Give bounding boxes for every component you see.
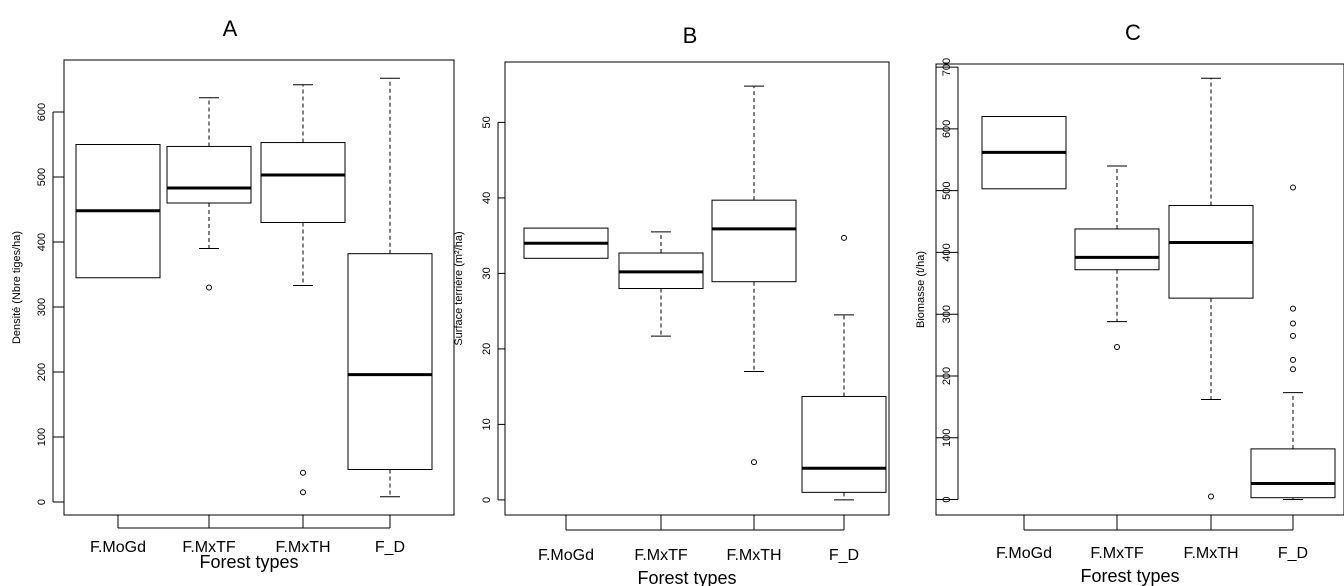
- y-tick-label: 700: [941, 58, 953, 76]
- iqr-box: [1250, 448, 1336, 499]
- y-tick-label: 50: [481, 116, 493, 128]
- x-axis-title: Forest types: [199, 552, 298, 572]
- outlier-point: [841, 234, 847, 241]
- y-tick-label: 0: [941, 496, 953, 502]
- outlier-point: [1290, 320, 1296, 327]
- x-tick-label: F.MoGd: [538, 547, 594, 564]
- y-axis-title: Biomasse (t/ha): [915, 251, 927, 328]
- x-tick-label: F.MoGd: [996, 545, 1052, 562]
- panel-c: C 0 100 200 300 400 500 600 700 Biomasse (t/ha) F.…: [915, 20, 1344, 586]
- box-F.MxTH: [711, 85, 797, 466]
- iqr-box: [711, 199, 797, 283]
- y-tick-label: 10: [481, 418, 493, 430]
- x-tick-label: F.MxTF: [1090, 545, 1144, 562]
- outlier-point: [1290, 356, 1296, 363]
- x-tick-label: F.MxTF: [634, 547, 688, 564]
- x-axis-title: Forest types: [637, 568, 736, 586]
- x-tick-label: F.MoGd: [90, 539, 146, 556]
- y-tick-label: 40: [481, 192, 493, 204]
- plot-frame: [935, 63, 1344, 516]
- iqr-box: [260, 142, 346, 223]
- x-tick-label: F.MxTH: [726, 547, 781, 564]
- panel-label: A: [223, 16, 238, 41]
- outlier-point: [206, 284, 212, 291]
- box-F.MoGd: [75, 144, 161, 279]
- box-F.MxTH: [1168, 77, 1254, 500]
- y-tick-label: 400: [36, 233, 48, 251]
- x-tick-label: F.MxTF: [182, 539, 236, 556]
- y-tick-label: 100: [941, 429, 953, 447]
- outlier-point: [300, 469, 306, 476]
- box-F_D: [801, 234, 887, 501]
- y-tick-label: 30: [481, 267, 493, 279]
- y-tick-label: 20: [481, 343, 493, 355]
- y-tick-label: 200: [941, 367, 953, 385]
- outlier-point: [1290, 332, 1296, 339]
- iqr-box: [801, 395, 887, 493]
- y-tick-label: 0: [36, 499, 48, 505]
- y-tick-label: 600: [36, 103, 48, 121]
- box-F.MxTF: [166, 97, 252, 291]
- panel-a: A 0 100 200 300 400 500 600 Densité (Nbre tiges/…: [11, 16, 455, 572]
- outlier-point: [1290, 366, 1296, 373]
- y-tick-label: 100: [36, 428, 48, 446]
- box-F_D: [1250, 184, 1336, 501]
- outlier-point: [1290, 305, 1296, 312]
- y-tick-label: 500: [941, 181, 953, 199]
- x-tick-label: F_D: [829, 547, 859, 564]
- y-tick-label: 200: [36, 363, 48, 381]
- outlier-point: [1290, 184, 1296, 191]
- y-axis-title: Surface terrière (m²/ha): [453, 231, 465, 345]
- box-F.MxTF: [618, 231, 704, 337]
- y-axis-title: Densité (Nbre tiges/ha): [11, 231, 23, 344]
- box-F_D: [347, 77, 433, 498]
- iqr-box: [1074, 228, 1160, 271]
- y-tick-label: 500: [36, 168, 48, 186]
- x-tick-label: F.MxTH: [275, 539, 330, 556]
- outlier-point: [300, 489, 306, 496]
- x-tick-label: F.MxTH: [1183, 545, 1238, 562]
- plot-frame: [504, 61, 890, 516]
- plot-frame: [63, 59, 455, 516]
- box-F.MxTF: [1074, 165, 1160, 350]
- y-tick-label: 300: [941, 305, 953, 323]
- panel-label: B: [683, 23, 698, 48]
- panel-b: B 0 10 20 30 40 50 Surface terrière (m²/ha) F.Mo…: [453, 23, 890, 586]
- y-tick-label: 400: [941, 243, 953, 261]
- x-axis-title: Forest types: [1080, 566, 1179, 586]
- outlier-point: [751, 459, 757, 466]
- panel-label: C: [1125, 20, 1141, 45]
- box-F.MxTH: [260, 84, 346, 496]
- x-tick-label: F_D: [1278, 545, 1308, 562]
- box-F.MoGd: [981, 116, 1067, 190]
- y-tick-label: 600: [941, 120, 953, 138]
- outlier-point: [1208, 493, 1214, 500]
- y-tick-label: 300: [36, 298, 48, 316]
- iqr-box: [1168, 204, 1254, 299]
- box-F.MoGd: [523, 227, 609, 259]
- outlier-point: [1114, 343, 1120, 350]
- x-tick-label: F_D: [375, 539, 405, 556]
- y-tick-label: 0: [481, 497, 493, 503]
- iqr-box: [166, 145, 252, 204]
- iqr-box: [347, 253, 433, 470]
